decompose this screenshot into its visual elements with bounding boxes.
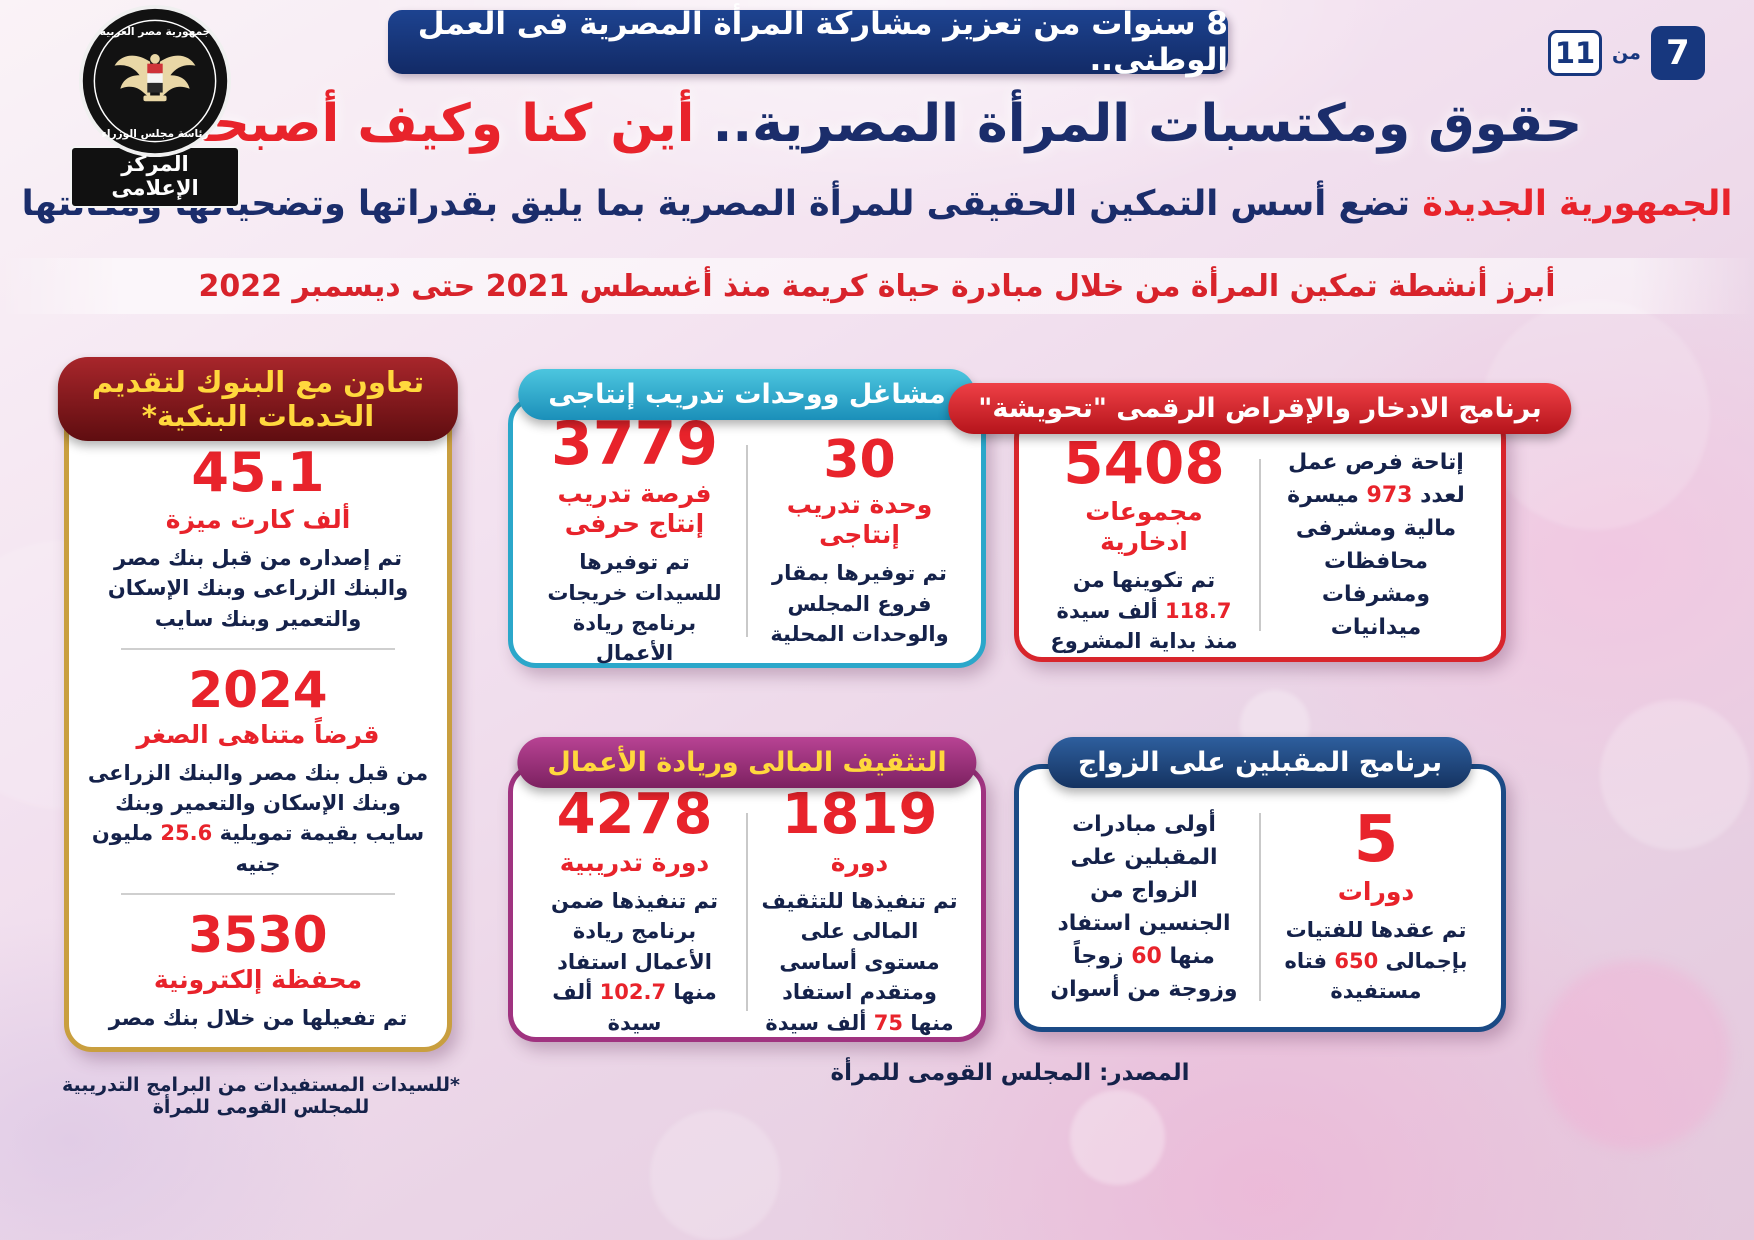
stat-label: مجموعات ادخارية <box>1085 497 1203 557</box>
card-tahwisha-program: برنامج الادخار والإقراض الرقمى "تحويشة" … <box>948 383 1572 662</box>
training-units-stat: 30 وحدة تدريب إنتاجى تم توفيرها بمقار فر… <box>752 429 967 650</box>
bokeh-decoration <box>650 1110 780 1240</box>
marriage-initiative-text: أولى مبادرات المقبلين على الزواج من الجن… <box>1050 812 1238 1002</box>
stat-label: دورة <box>830 847 889 877</box>
bokeh-decoration <box>1600 700 1750 850</box>
stat-desc: تم توفيرها بمقار فروع المجلس والوحدات ال… <box>770 561 949 647</box>
stat-value: 5408 <box>1063 429 1225 498</box>
stat-label: قرضاً متناهى الصغر <box>136 719 380 749</box>
workshops-card-title: مشاغل ووحدات تدريب إنتاجى <box>518 369 976 420</box>
logo-arc-top-text: جمهورية مصر العربية <box>100 26 211 38</box>
cabinet-emblem-icon: جمهورية مصر العربية رئاسة مجلس الوزراء <box>78 4 232 158</box>
pagination: 7 من 11 <box>1548 26 1705 80</box>
stat-desc: من قبل بنك مصر والبنك الزراعى وبنك الإسك… <box>87 760 429 876</box>
stat-desc: تم إصداره من قبل بنك مصر والبنك الزراعى … <box>107 545 409 631</box>
cabinet-logo: جمهورية مصر العربية رئاسة مجلس الوزراء ا… <box>70 4 240 208</box>
stat-value: 45.1 <box>191 441 325 504</box>
divider <box>121 893 395 896</box>
stat-label: دورة تدريبية <box>559 847 710 877</box>
stat-desc: تم عقدها للفتيات بإجمالى 650 فتاه مستفيد… <box>1284 918 1468 1004</box>
tahwisha-jobs-text: إتاحة فرص عمل لعدد 973 ميسرة مالية ومشرف… <box>1287 450 1465 640</box>
stat-desc: تم تفعيلها من خلال بنك مصر <box>108 1005 408 1030</box>
card-financial-literacy: التثقيف المالى وريادة الأعمال 1819 دورة … <box>508 737 986 1042</box>
literacy-courses-stat: 1819 دورة تم تنفيذها للتثقيف المالى على … <box>752 782 967 1038</box>
entrepreneurship-courses-stat: 4278 دورة تدريبية تم تنفيذها ضمن برنامج … <box>527 782 742 1038</box>
stat-value: 2024 <box>188 661 328 719</box>
stat-value: 3779 <box>551 409 718 480</box>
stat-desc: تم تكوينها من 118.7 ألف سيدة منذ بداية ا… <box>1050 568 1238 654</box>
subtitle-main: تضع أسس التمكين الحقيقى للمرأة المصرية ب… <box>21 184 1411 224</box>
stat-value: 30 <box>823 429 896 490</box>
source-attribution: المصدر: المجلس القومى للمرأة <box>830 1060 1190 1086</box>
stat-label: ألف كارت ميزة <box>165 504 351 534</box>
savings-groups-stat: 5408 مجموعات ادخارية تم تكوينها من 118.7… <box>1033 433 1255 656</box>
stat-label: وحدة تدريب إنتاجى <box>786 490 933 550</box>
page-title-main: حقوق ومكتسبات المرأة المصرية.. <box>712 94 1583 154</box>
bokeh-decoration <box>1070 1090 1165 1185</box>
page-separator: من <box>1612 42 1641 64</box>
divider <box>746 813 748 1011</box>
bokeh-decoration <box>1540 960 1730 1150</box>
e-wallets-stat: 3530 محفظة إلكترونية تم تفعيلها من خلال … <box>87 909 429 1033</box>
subtitle-accent: الجمهورية الجديدة <box>1422 184 1733 224</box>
page-title: حقوق ومكتسبات المرأة المصرية.. أين كنا و… <box>0 94 1754 154</box>
page-subtitle: الجمهورية الجديدة تضع أسس التمكين الحقيق… <box>0 184 1754 224</box>
meeza-cards-stat: 45.1 ألف كارت ميزة تم إصداره من قبل بنك … <box>87 441 429 634</box>
stat-label: فرصة تدريب إنتاج حرفى <box>557 479 712 539</box>
divider <box>1259 813 1261 1001</box>
footnote: *للسيدات المستفيدات من البرامج التدريبية… <box>62 1074 460 1118</box>
stat-value: 4278 <box>556 782 713 848</box>
divider <box>746 445 748 637</box>
divider <box>1259 459 1261 631</box>
micro-loans-stat: 2024 قرضاً متناهى الصغر من قبل بنك مصر و… <box>87 664 429 879</box>
page-title-accent: أين كنا وكيف أصبحنا <box>171 94 695 154</box>
stat-value: 1819 <box>781 782 938 848</box>
stat-value: 3530 <box>188 906 328 965</box>
media-center-banner: المركز الإعلامى <box>70 146 240 208</box>
stat-label: دورات <box>1337 877 1415 907</box>
top-banner: 8 سنوات من تعزيز مشاركة المرأة المصرية ف… <box>388 6 1228 78</box>
page-total-number: 11 <box>1548 30 1602 76</box>
banks-card-title: تعاون مع البنوك لتقديم الخدمات البنكية* <box>57 357 459 441</box>
stat-label: محفظة إلكترونية <box>153 964 363 994</box>
activities-strip: أبرز أنشطة تمكين المرأة من خلال مبادرة ح… <box>0 258 1754 314</box>
stat-desc: تم توفيرها للسيدات خريجات برنامج ريادة ا… <box>547 550 722 666</box>
card-banks-cooperation: تعاون مع البنوك لتقديم الخدمات البنكية* … <box>57 357 459 1052</box>
marriage-card-title: برنامج المقبلين على الزواج <box>1047 737 1473 788</box>
stat-desc: تم تنفيذها ضمن برنامج ريادة الأعمال استف… <box>551 888 718 1035</box>
stat-desc: تم تنفيذها للتثقيف المالى على مستوى أساس… <box>761 888 958 1035</box>
stat-value: 5 <box>1353 803 1399 878</box>
logo-arc-bottom-text: رئاسة مجلس الوزراء <box>101 128 208 140</box>
card-workshops-units: مشاغل ووحدات تدريب إنتاجى 30 وحدة تدريب … <box>508 369 986 669</box>
tahwisha-card-title: برنامج الادخار والإقراض الرقمى "تحويشة" <box>948 383 1572 434</box>
top-banner-text: 8 سنوات من تعزيز مشاركة المرأة المصرية ف… <box>417 6 1228 78</box>
card-marriage-program: برنامج المقبلين على الزواج 5 دورات تم عق… <box>1014 737 1506 1032</box>
craft-training-stat: 3779 فرصة تدريب إنتاج حرفى تم توفيرها لل… <box>527 413 742 669</box>
activities-strip-text: أبرز أنشطة تمكين المرأة من خلال مبادرة ح… <box>198 268 1556 304</box>
divider <box>121 648 395 650</box>
girls-courses-stat: 5 دورات تم عقدها للفتيات بإجمالى 650 فتا… <box>1265 807 1487 1007</box>
financial-card-title: التثقيف المالى وريادة الأعمال <box>517 737 977 788</box>
eagle-emblem-icon <box>114 54 196 102</box>
page-current-number: 7 <box>1650 26 1705 80</box>
